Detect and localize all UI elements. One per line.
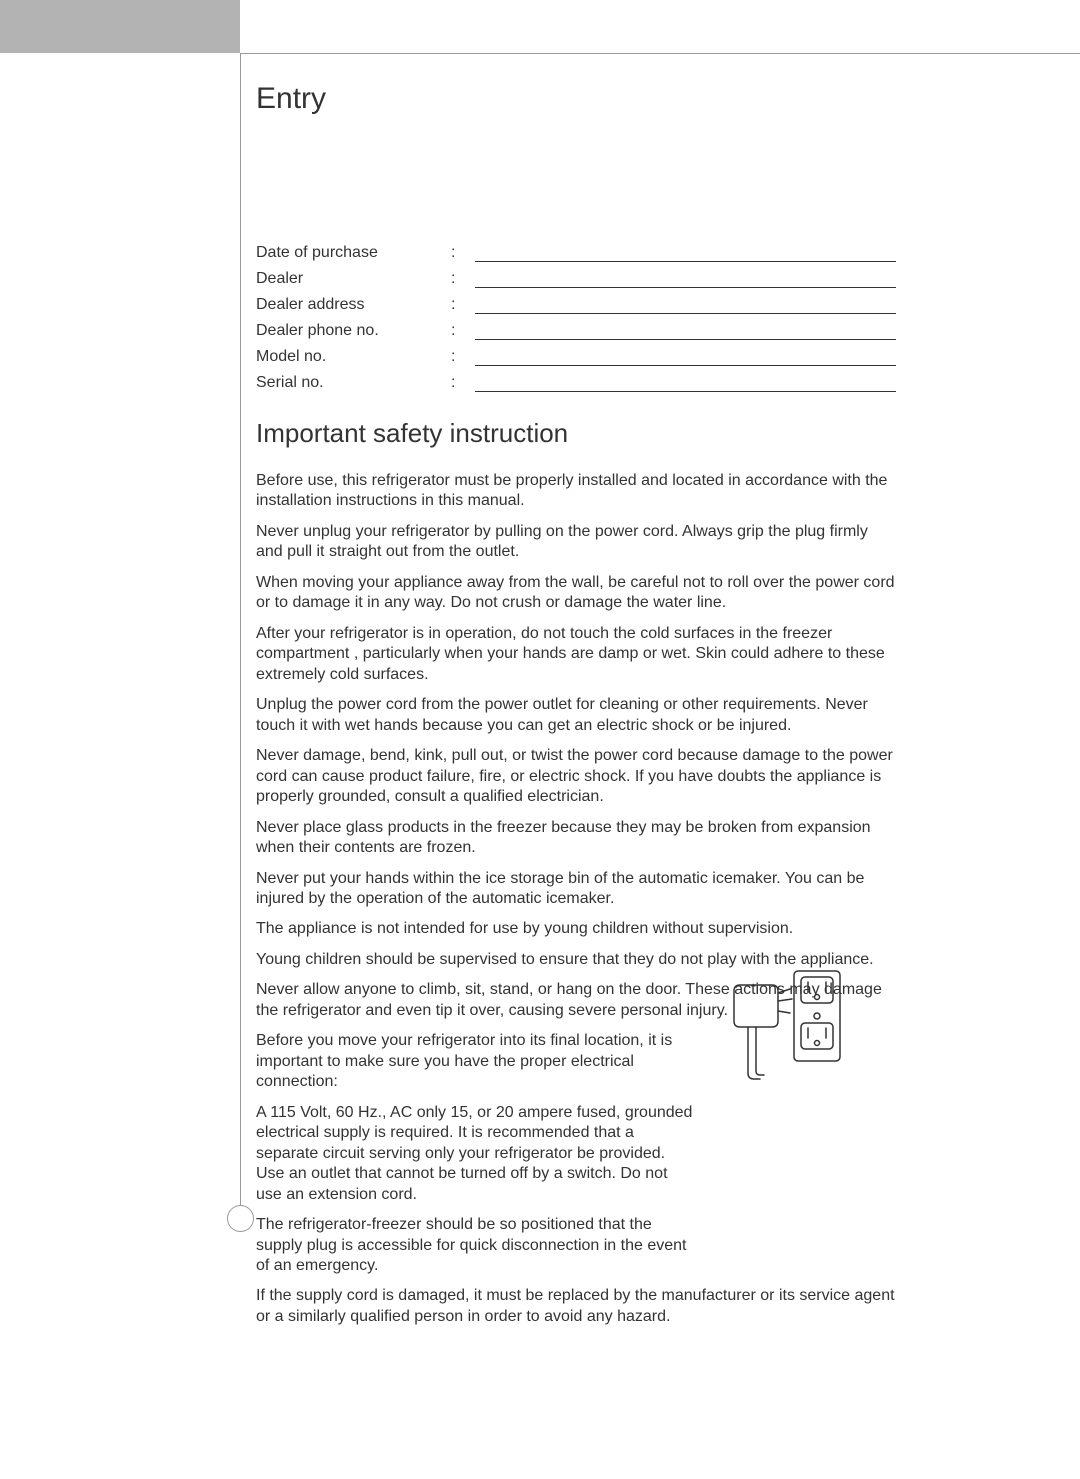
- form-colon: :: [451, 348, 471, 366]
- form-colon: :: [451, 374, 471, 392]
- form-row: Dealer phone no. :: [256, 314, 896, 340]
- header-gray-block: [0, 0, 240, 53]
- form-row: Dealer address :: [256, 288, 896, 314]
- safety-paragraph: Never damage, bend, kink, pull out, or t…: [256, 746, 896, 807]
- form-label: Dealer: [256, 270, 451, 288]
- form-label: Serial no.: [256, 374, 451, 392]
- form-row: Date of purchase :: [256, 236, 896, 262]
- safety-paragraph: Before you move your refrigerator into i…: [256, 1031, 696, 1092]
- form-blank-line: [475, 348, 896, 366]
- form-label: Dealer phone no.: [256, 322, 451, 340]
- safety-paragraph: If the supply cord is damaged, it must b…: [256, 1286, 896, 1327]
- plug-and-outlet-icon: [716, 965, 846, 1085]
- purchase-info-form: Date of purchase : Dealer : Dealer addre…: [256, 236, 896, 392]
- form-row: Serial no. :: [256, 366, 896, 392]
- form-blank-line: [475, 322, 896, 340]
- form-row: Model no. :: [256, 340, 896, 366]
- safety-paragraph: The appliance is not intended for use by…: [256, 919, 896, 939]
- page-content: Entry Date of purchase : Dealer : Dealer…: [256, 82, 896, 1337]
- heading-safety: Important safety instruction: [256, 418, 896, 449]
- form-label: Dealer address: [256, 296, 451, 314]
- heading-entry: Entry: [256, 82, 896, 116]
- form-colon: :: [451, 296, 471, 314]
- safety-paragraph: Before use, this refrigerator must be pr…: [256, 471, 896, 512]
- form-blank-line: [475, 244, 896, 262]
- safety-paragraph: Never put your hands within the ice stor…: [256, 869, 896, 910]
- top-horizontal-rule: [240, 53, 1080, 54]
- form-label: Model no.: [256, 348, 451, 366]
- safety-paragraph: The refrigerator-freezer should be so po…: [256, 1215, 696, 1276]
- form-label: Date of purchase: [256, 244, 451, 262]
- form-colon: :: [451, 244, 471, 262]
- safety-paragraph: When moving your appliance away from the…: [256, 573, 896, 614]
- form-colon: :: [451, 322, 471, 340]
- left-vertical-rule: [240, 53, 241, 1213]
- safety-paragraph: A 115 Volt, 60 Hz., AC only 15, or 20 am…: [256, 1103, 696, 1205]
- safety-paragraph: After your refrigerator is in operation,…: [256, 624, 896, 685]
- form-blank-line: [475, 374, 896, 392]
- safety-paragraph: Never place glass products in the freeze…: [256, 818, 896, 859]
- form-row: Dealer :: [256, 262, 896, 288]
- form-blank-line: [475, 270, 896, 288]
- safety-paragraph: Never unplug your refrigerator by pullin…: [256, 522, 896, 563]
- safety-paragraph: Unplug the power cord from the power out…: [256, 695, 896, 736]
- form-colon: :: [451, 270, 471, 288]
- margin-circle-marker: [227, 1205, 254, 1232]
- form-blank-line: [475, 296, 896, 314]
